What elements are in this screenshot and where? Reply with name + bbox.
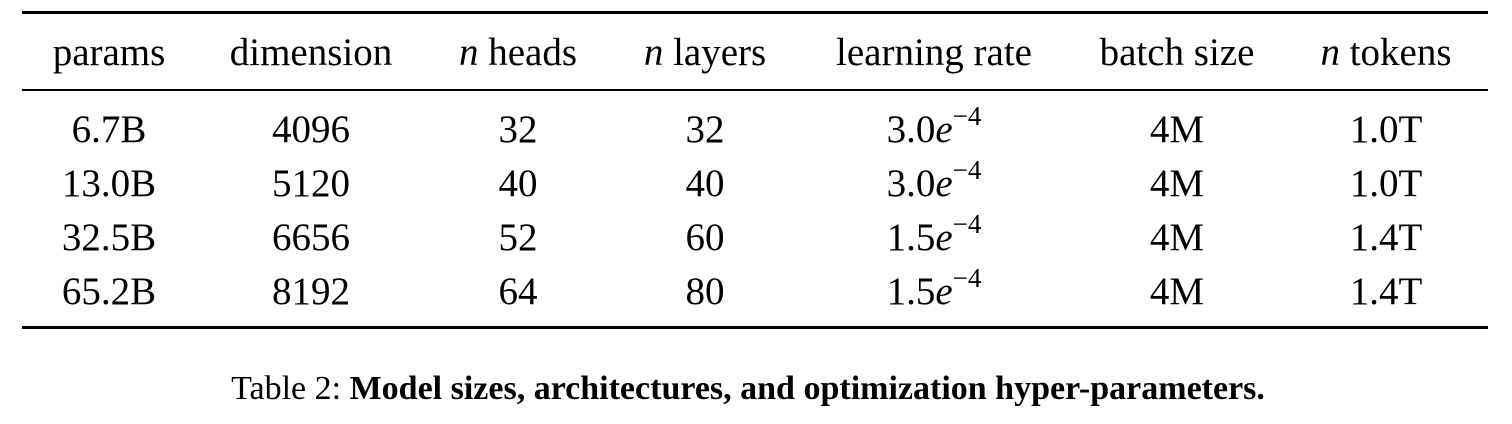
header-n-heads: n heads xyxy=(459,33,577,72)
table-top-rule xyxy=(22,11,1488,14)
cell-dimension: 4096 xyxy=(272,108,350,151)
lr-mantissa: 1.5 xyxy=(886,216,936,259)
header-params: params xyxy=(53,33,166,72)
cell-params: 13.0B xyxy=(61,162,157,205)
header-n-heads-label: heads xyxy=(488,31,578,74)
cell-tokens: 1.4T xyxy=(1349,216,1423,259)
cell-learning-rate: 3.0e−4 xyxy=(886,157,982,205)
header-params-label: params xyxy=(52,31,166,74)
table-caption: Table 2: Model sizes, architectures, and… xyxy=(0,372,1496,406)
header-learning-rate-label: learning rate xyxy=(836,31,1032,74)
lr-exponent: −4 xyxy=(952,101,982,131)
cell-params: 32.5B xyxy=(61,216,157,259)
lr-exponent: −4 xyxy=(952,263,982,293)
header-learning-rate: learning rate xyxy=(836,33,1032,72)
caption-label: Table 2: xyxy=(231,370,342,407)
cell-learning-rate: 1.5e−4 xyxy=(886,265,982,313)
lr-mantissa: 3.0 xyxy=(886,108,936,151)
header-n-layers-label: layers xyxy=(673,31,767,74)
lr-base: e xyxy=(935,162,953,205)
cell-tokens: 1.0T xyxy=(1349,108,1423,151)
lr-exponent: −4 xyxy=(952,155,982,185)
header-batch-size-label: batch size xyxy=(1099,31,1255,74)
cell-learning-rate: 3.0e−4 xyxy=(886,103,982,151)
cell-layers: 80 xyxy=(685,270,725,313)
cell-dimension: 5120 xyxy=(272,162,350,205)
header-dimension-label: dimension xyxy=(229,31,393,74)
cell-params: 6.7B xyxy=(71,108,147,151)
cell-heads: 40 xyxy=(498,162,538,205)
cell-params: 65.2B xyxy=(61,270,157,313)
cell-layers: 60 xyxy=(685,216,725,259)
cell-layers: 32 xyxy=(685,108,725,151)
lr-base: e xyxy=(935,108,953,151)
header-batch-size: batch size xyxy=(1100,33,1255,72)
cell-batch-size: 4M xyxy=(1149,216,1205,259)
cell-heads: 52 xyxy=(498,216,538,259)
header-n-tokens-label: tokens xyxy=(1349,31,1452,74)
lr-base: e xyxy=(935,216,953,259)
cell-heads: 64 xyxy=(498,270,538,313)
cell-batch-size: 4M xyxy=(1149,162,1205,205)
lr-base: e xyxy=(935,270,953,313)
header-n-layers: n layers xyxy=(644,33,766,72)
header-dimension: dimension xyxy=(230,33,393,72)
caption-text: Model sizes, architectures, and optimiza… xyxy=(349,370,1265,407)
header-n-heads-var: n xyxy=(458,31,479,74)
lr-exponent: −4 xyxy=(952,209,982,239)
cell-batch-size: 4M xyxy=(1149,270,1205,313)
cell-tokens: 1.4T xyxy=(1349,270,1423,313)
header-n-layers-var: n xyxy=(643,31,664,74)
table-bottom-rule xyxy=(22,326,1488,329)
lr-mantissa: 3.0 xyxy=(886,162,936,205)
cell-dimension: 8192 xyxy=(272,270,350,313)
lr-mantissa: 1.5 xyxy=(886,270,936,313)
cell-layers: 40 xyxy=(685,162,725,205)
cell-tokens: 1.0T xyxy=(1349,162,1423,205)
cell-learning-rate: 1.5e−4 xyxy=(886,211,982,259)
cell-heads: 32 xyxy=(498,108,538,151)
cell-dimension: 6656 xyxy=(272,216,350,259)
table-header-rule xyxy=(22,89,1488,91)
header-n-tokens-var: n xyxy=(1320,31,1340,74)
header-n-tokens: n tokens xyxy=(1320,33,1451,72)
cell-batch-size: 4M xyxy=(1149,108,1205,151)
